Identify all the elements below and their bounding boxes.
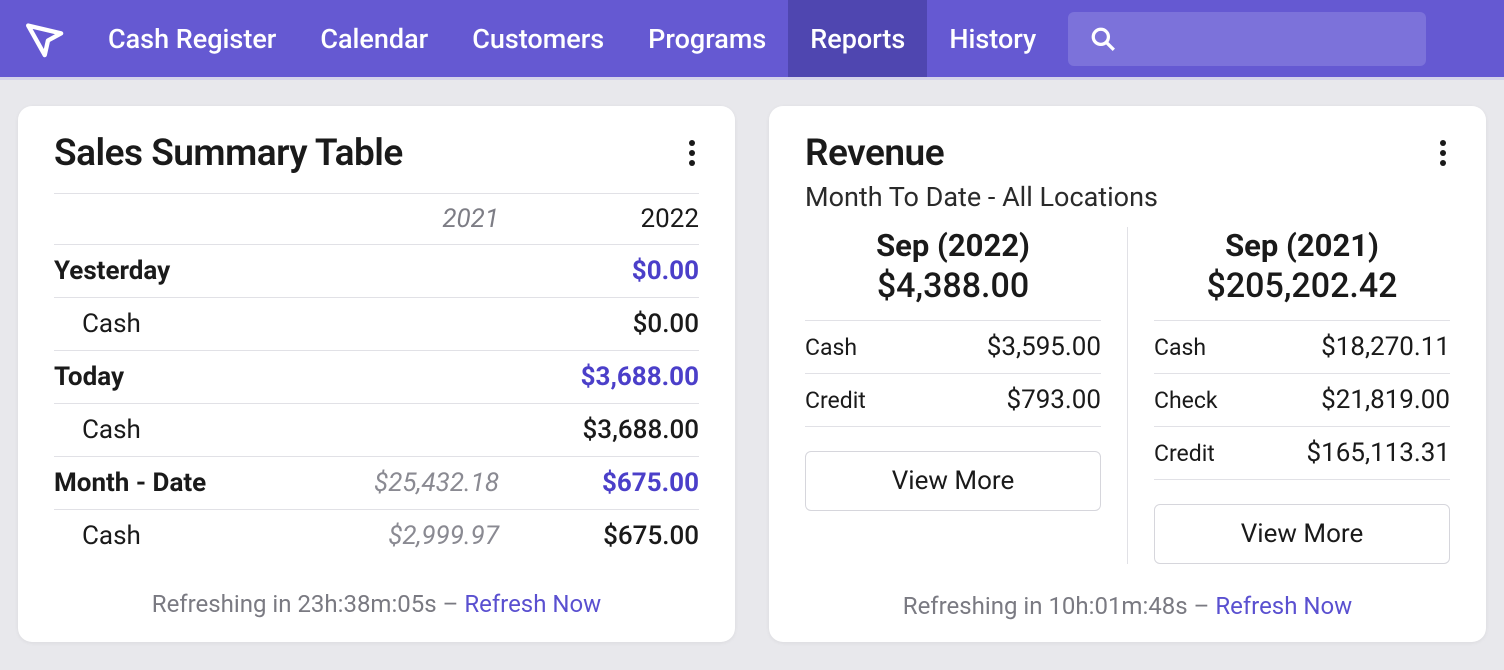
nav-programs[interactable]: Programs xyxy=(626,0,788,77)
table-row: Yesterday $0.00 xyxy=(54,245,699,298)
revenue-line-value: $3,595.00 xyxy=(987,332,1101,362)
revenue-line: Cash $18,270.11 xyxy=(1154,321,1450,374)
search-input[interactable] xyxy=(1068,12,1426,66)
sales-refresh-link[interactable]: Refresh Now xyxy=(437,590,602,618)
year-prev-header: 2021 xyxy=(299,204,499,234)
revenue-line-label: Check xyxy=(1154,387,1218,414)
revenue-line: Cash $3,595.00 xyxy=(805,321,1101,374)
revenue-period: Sep (2022) xyxy=(805,227,1101,264)
revenue-line-value: $18,270.11 xyxy=(1321,332,1450,362)
view-more-button[interactable]: View More xyxy=(1154,504,1450,564)
revenue-line-value: $21,819.00 xyxy=(1321,385,1450,415)
table-row: Today $3,688.00 xyxy=(54,351,699,404)
row-cur-value: $0.00 xyxy=(499,256,699,286)
revenue-line-label: Cash xyxy=(805,334,857,361)
search-icon xyxy=(1090,26,1116,52)
search-wrap xyxy=(1058,0,1426,77)
revenue-card: Revenue Month To Date - All Locations Se… xyxy=(769,106,1486,642)
revenue-total: $205,202.42 xyxy=(1154,266,1450,321)
sales-refresh-line: Refreshing in 23h:38m:05sRefresh Now xyxy=(54,590,699,618)
revenue-line-label: Cash xyxy=(1154,334,1206,361)
sales-summary-title: Sales Summary Table xyxy=(54,132,403,175)
row-label: Cash xyxy=(54,309,299,339)
sales-summary-header-row: 2021 2022 xyxy=(54,193,699,245)
revenue-line: Check $21,819.00 xyxy=(1154,374,1450,427)
app-logo[interactable] xyxy=(10,0,86,77)
sales-summary-menu-icon[interactable] xyxy=(685,132,699,174)
revenue-total: $4,388.00 xyxy=(805,266,1101,321)
cursor-logo-icon xyxy=(18,11,74,67)
revenue-line: Credit $165,113.31 xyxy=(1154,427,1450,480)
row-prev-value: $25,432.18 xyxy=(299,468,499,498)
revenue-refresh-line: Refreshing in 10h:01m:48sRefresh Now xyxy=(805,592,1450,620)
table-row: Cash $3,688.00 xyxy=(54,404,699,457)
row-cur-value: $675.00 xyxy=(499,521,699,551)
table-row: Month - Date$25,432.18$675.00 xyxy=(54,457,699,510)
nav-items: Cash Register Calendar Customers Program… xyxy=(86,0,1058,77)
row-label: Cash xyxy=(54,521,299,551)
revenue-subtitle: Month To Date - All Locations xyxy=(805,181,1158,213)
nav-cash-register[interactable]: Cash Register xyxy=(86,0,298,77)
top-navbar: Cash Register Calendar Customers Program… xyxy=(0,0,1504,80)
row-cur-value: $0.00 xyxy=(499,309,699,339)
row-label: Today xyxy=(54,362,299,392)
revenue-line-label: Credit xyxy=(805,387,866,414)
view-more-button[interactable]: View More xyxy=(805,451,1101,511)
row-label: Yesterday xyxy=(54,256,299,286)
revenue-line-value: $793.00 xyxy=(1006,385,1101,415)
table-row: Cash$2,999.97$675.00 xyxy=(54,510,699,562)
nav-reports[interactable]: Reports xyxy=(788,0,927,77)
revenue-line: Credit $793.00 xyxy=(805,374,1101,427)
revenue-column: Sep (2021)$205,202.42 Cash $18,270.11 Check… xyxy=(1128,227,1450,564)
year-cur-header: 2022 xyxy=(499,204,699,234)
row-label: Cash xyxy=(54,415,299,445)
row-cur-value: $3,688.00 xyxy=(499,415,699,445)
row-cur-value: $675.00 xyxy=(499,468,699,498)
sales-refresh-text: Refreshing in 23h:38m:05s xyxy=(152,590,437,618)
revenue-line-value: $165,113.31 xyxy=(1307,438,1450,468)
nav-history[interactable]: History xyxy=(927,0,1058,77)
row-prev-value: $2,999.97 xyxy=(299,521,499,551)
sales-summary-card: Sales Summary Table 2021 2022 Yesterday $… xyxy=(18,106,735,642)
content-area: Sales Summary Table 2021 2022 Yesterday $… xyxy=(0,80,1504,642)
row-cur-value: $3,688.00 xyxy=(499,362,699,392)
row-label: Month - Date xyxy=(54,468,299,498)
revenue-column: Sep (2022)$4,388.00 Cash $3,595.00 Credit $7… xyxy=(805,227,1128,564)
revenue-refresh-link[interactable]: Refresh Now xyxy=(1188,592,1353,620)
nav-customers[interactable]: Customers xyxy=(450,0,626,77)
sales-summary-rows: Yesterday$0.00Cash$0.00Today$3,688.00Cas… xyxy=(54,245,699,562)
revenue-refresh-text: Refreshing in 10h:01m:48s xyxy=(903,592,1188,620)
table-row: Cash $0.00 xyxy=(54,298,699,351)
revenue-period: Sep (2021) xyxy=(1154,227,1450,264)
revenue-line-label: Credit xyxy=(1154,440,1215,467)
nav-calendar[interactable]: Calendar xyxy=(298,0,450,77)
revenue-title: Revenue xyxy=(805,132,1158,175)
revenue-menu-icon[interactable] xyxy=(1436,132,1450,174)
revenue-columns: Sep (2022)$4,388.00 Cash $3,595.00 Credit $7… xyxy=(805,227,1450,564)
